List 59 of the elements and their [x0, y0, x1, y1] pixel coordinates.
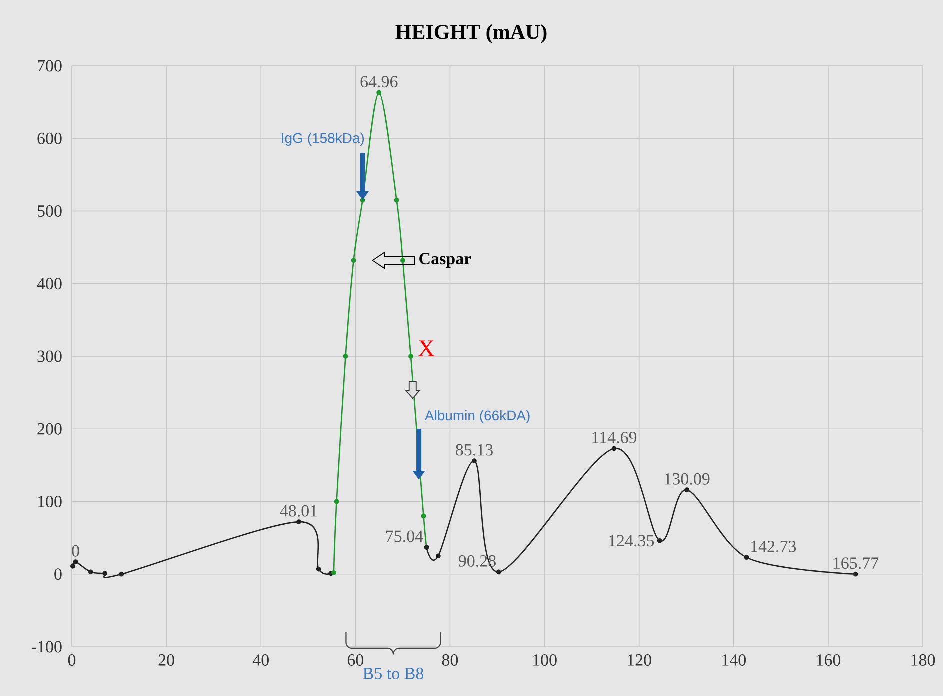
point	[408, 354, 414, 359]
annotation: 124.35	[609, 535, 654, 547]
y-tick-label: 200	[38, 423, 62, 435]
annotation: IgG (158kDa)	[282, 132, 364, 146]
point	[102, 571, 108, 576]
text: B5 to B8	[363, 668, 424, 680]
annotation: 75.04	[386, 530, 424, 542]
point	[334, 499, 340, 504]
annotation: 114.69	[592, 432, 637, 444]
point	[376, 90, 382, 96]
point	[400, 258, 406, 264]
point	[612, 446, 617, 452]
point	[472, 458, 477, 464]
annotation: 48.01	[280, 505, 318, 517]
annotation: 165.77	[834, 558, 879, 570]
annotation: 85.13	[456, 444, 493, 456]
point	[853, 572, 858, 577]
y-tick-label: 400	[37, 278, 62, 290]
annotation: X	[418, 340, 435, 356]
point	[744, 555, 750, 560]
y-tick-label: 0	[54, 568, 62, 580]
x-tick-label: 160	[817, 654, 841, 666]
chart-title: HEIGHT (mAU)	[396, 24, 547, 44]
y-tick-label: 300	[38, 350, 62, 362]
y-tick-label: 600	[38, 132, 62, 144]
x-tick-label: 20	[158, 654, 174, 666]
x-tick-label: 140	[722, 654, 746, 666]
y-tick-label: 700	[38, 60, 62, 72]
point	[343, 354, 348, 359]
point	[436, 554, 441, 559]
y-tick-label: -100	[32, 641, 62, 653]
point	[684, 488, 690, 493]
point	[73, 560, 78, 564]
x-tick-label: 40	[252, 654, 269, 666]
point	[331, 570, 336, 576]
point	[88, 570, 94, 575]
annotation: Albumin (66kDA)	[424, 410, 530, 424]
y-tick-label: 100	[38, 496, 62, 508]
point	[394, 198, 400, 203]
x-tick-label: 120	[628, 654, 652, 666]
point	[421, 514, 426, 519]
annotation: 142.73	[752, 540, 796, 552]
x-tick-label: 100	[534, 654, 557, 666]
point	[70, 564, 76, 569]
annotation: Caspar	[420, 253, 472, 268]
x-tick-label: 0	[68, 654, 76, 666]
point	[316, 566, 322, 572]
annotation: 130.09	[665, 473, 710, 485]
point	[296, 520, 302, 525]
x-tick-label: 180	[912, 654, 936, 666]
point	[657, 538, 662, 544]
y-tick-label: 500	[38, 205, 62, 217]
point	[351, 258, 356, 264]
x-tick-label: 60	[348, 654, 364, 666]
x-tick-label: 80	[442, 654, 458, 666]
point	[496, 570, 502, 575]
annotation: 64.96	[360, 76, 398, 88]
point	[119, 572, 124, 577]
annotation: 0	[72, 545, 80, 557]
